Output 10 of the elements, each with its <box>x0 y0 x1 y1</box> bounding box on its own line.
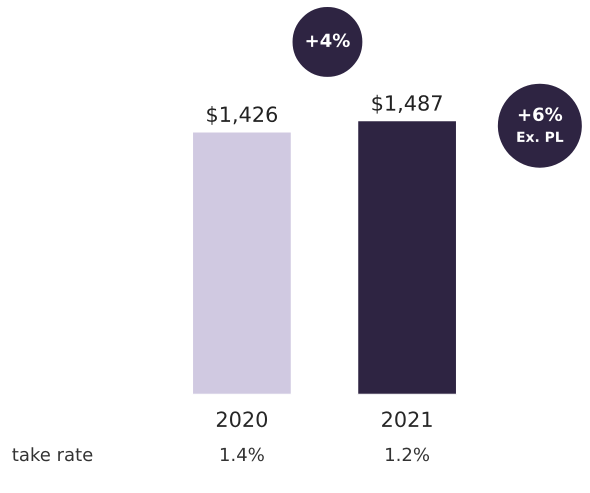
text: +6% <box>518 107 562 122</box>
data-label: $1,487 <box>372 94 442 114</box>
text: 1.4% <box>220 448 264 462</box>
text: +4% <box>306 33 350 48</box>
text: Ex. PL <box>517 132 564 142</box>
x-tick-label: 2021 <box>382 411 432 428</box>
x-tick-label: 2020 <box>216 411 268 428</box>
text: 1.2% <box>386 448 430 462</box>
data-label: $1,426 <box>207 106 278 125</box>
text: take rate <box>12 447 92 462</box>
